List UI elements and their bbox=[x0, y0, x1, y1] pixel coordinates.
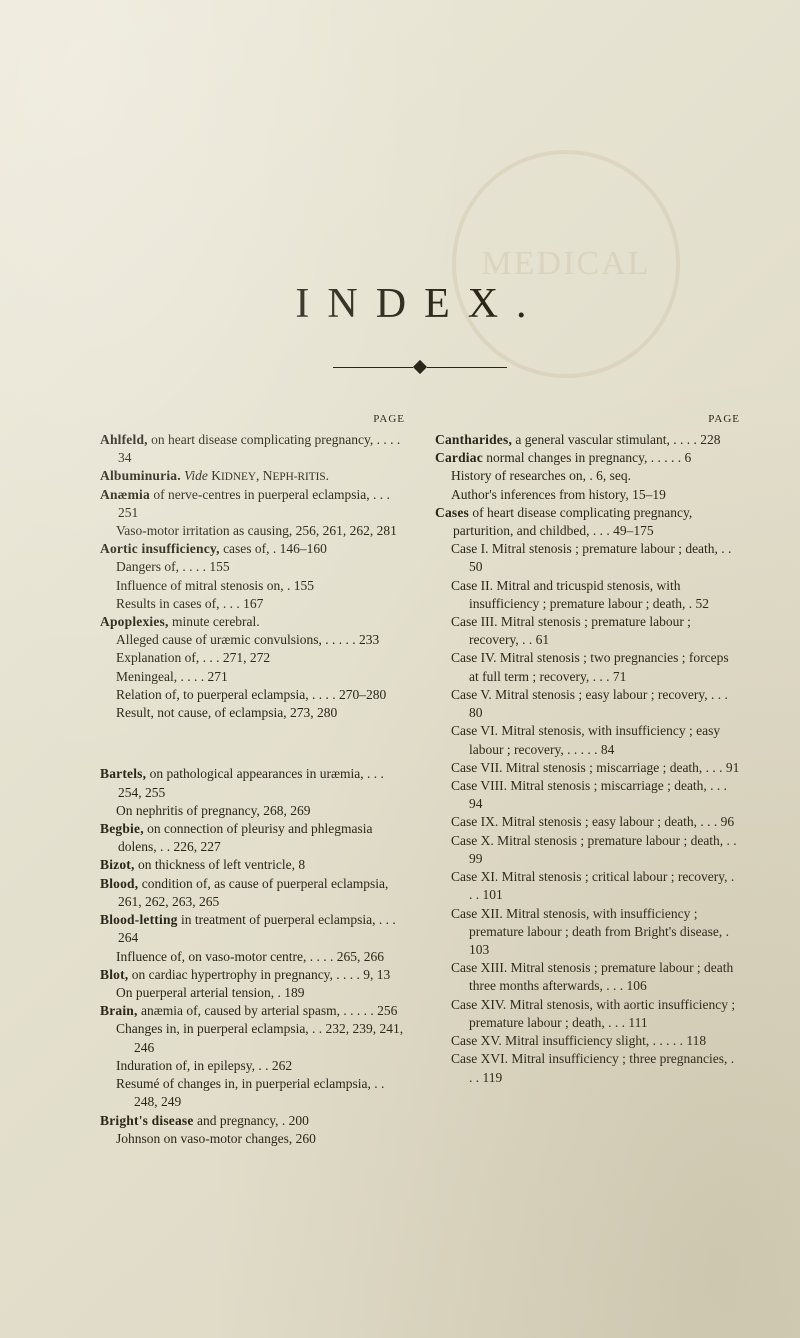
page-label-left: PAGE bbox=[100, 412, 405, 427]
index-entry: Cardiac normal changes in pregnancy, . .… bbox=[435, 449, 740, 467]
index-entry: Blot, on cardiac hypertrophy in pregnanc… bbox=[100, 966, 405, 984]
index-entry: Cases of heart disease complicating preg… bbox=[435, 504, 740, 540]
index-entry: Case VI. Mitral stenosis, with insuffici… bbox=[435, 722, 740, 758]
watermark-stamp: MEDICAL bbox=[452, 150, 680, 378]
ornament-line-right bbox=[427, 367, 507, 368]
index-entry: Alleged cause of uræmic convulsions, . .… bbox=[100, 631, 405, 649]
index-entry: Apoplexies, minute cerebral. bbox=[100, 613, 405, 631]
index-entry: Case IX. Mitral stenosis ; easy labour ;… bbox=[435, 813, 740, 831]
index-entry: Case II. Mitral and tricuspid stenosis, … bbox=[435, 577, 740, 613]
index-entry: Case XII. Mitral stenosis, with insuffic… bbox=[435, 905, 740, 960]
index-entry: Bizot, on thickness of left ventricle, 8 bbox=[100, 856, 405, 874]
right-column: PAGE Cantharides, a general vascular sti… bbox=[435, 412, 740, 1148]
index-entry: Changes in, in puerperal eclampsia, . . … bbox=[100, 1020, 405, 1056]
index-entry: Bartels, on pathological appearances in … bbox=[100, 765, 405, 801]
index-page: MEDICAL INDEX. PAGE Ahlfeld, on heart di… bbox=[0, 0, 800, 1338]
right-entries: Cantharides, a general vascular stimulan… bbox=[435, 431, 740, 1087]
index-entry: Induration of, in epilepsy, . . 262 bbox=[100, 1057, 405, 1075]
index-entry: Blood-letting in treatment of puerperal … bbox=[100, 911, 405, 947]
index-entry: Meningeal, . . . . 271 bbox=[100, 668, 405, 686]
index-entry: Case I. Mitral stenosis ; premature labo… bbox=[435, 540, 740, 576]
index-entry: Case XI. Mitral stenosis ; critical labo… bbox=[435, 868, 740, 904]
index-entry: Case IV. Mitral stenosis ; two pregnanci… bbox=[435, 649, 740, 685]
index-entry: On nephritis of pregnancy, 268, 269 bbox=[100, 802, 405, 820]
index-entry: Influence of mitral stenosis on, . 155 bbox=[100, 577, 405, 595]
ornament-diamond-icon bbox=[413, 360, 427, 374]
index-entry: Case VII. Mitral stenosis ; miscarriage … bbox=[435, 759, 740, 777]
index-entry: Ahlfeld, on heart disease complicating p… bbox=[100, 431, 405, 467]
index-entry: Case X. Mitral stenosis ; premature labo… bbox=[435, 832, 740, 868]
index-entry: Dangers of, . . . . 155 bbox=[100, 558, 405, 576]
index-entry: Case III. Mitral stenosis ; premature la… bbox=[435, 613, 740, 649]
index-entry: Johnson on vaso-motor changes, 260 bbox=[100, 1130, 405, 1148]
index-entry: Case XIII. Mitral stenosis ; premature l… bbox=[435, 959, 740, 995]
index-entry: Vaso-motor irritation as causing, 256, 2… bbox=[100, 522, 405, 540]
index-entry: Relation of, to puerperal eclampsia, . .… bbox=[100, 686, 405, 704]
index-entry: Bright's disease and pregnancy, . 200 bbox=[100, 1112, 405, 1130]
index-entry: Case V. Mitral stenosis ; easy labour ; … bbox=[435, 686, 740, 722]
left-column: PAGE Ahlfeld, on heart disease complicat… bbox=[100, 412, 405, 1148]
left-entries: Ahlfeld, on heart disease complicating p… bbox=[100, 431, 405, 1148]
index-entry: On puerperal arterial tension, . 189 bbox=[100, 984, 405, 1002]
index-entry: Brain, anæmia of, caused by arterial spa… bbox=[100, 1002, 405, 1020]
index-entry: Result, not cause, of eclampsia, 273, 28… bbox=[100, 704, 405, 722]
index-entry: Blood, condition of, as cause of puerper… bbox=[100, 875, 405, 911]
page-title: INDEX. bbox=[100, 280, 740, 328]
index-entry: Case XIV. Mitral stenosis, with aortic i… bbox=[435, 996, 740, 1032]
index-entry: Case XV. Mitral insufficiency slight, . … bbox=[435, 1032, 740, 1050]
index-columns: PAGE Ahlfeld, on heart disease complicat… bbox=[100, 412, 740, 1148]
index-entry: Aortic insufficiency, cases of, . 146–16… bbox=[100, 540, 405, 558]
index-entry: Anæmia of nerve-centres in puerperal ecl… bbox=[100, 486, 405, 522]
watermark-text: MEDICAL bbox=[482, 245, 651, 283]
index-entry: Case VIII. Mitral stenosis ; miscarriage… bbox=[435, 777, 740, 813]
ornament-line-left bbox=[333, 367, 413, 368]
page-label-right: PAGE bbox=[435, 412, 740, 427]
index-entry bbox=[100, 736, 405, 752]
index-entry: Case XVI. Mitral insufficiency ; three p… bbox=[435, 1050, 740, 1086]
index-entry: Albuminuria. Vide KIDNEY, NEPH-RITIS. bbox=[100, 467, 405, 485]
index-entry: Cantharides, a general vascular stimulan… bbox=[435, 431, 740, 449]
index-entry: Explanation of, . . . 271, 272 bbox=[100, 649, 405, 667]
index-entry: Author's inferences from history, 15–19 bbox=[435, 486, 740, 504]
title-ornament bbox=[100, 358, 740, 372]
index-entry: Influence of, on vaso-motor centre, . . … bbox=[100, 948, 405, 966]
index-entry: Resumé of changes in, in puerperial ecla… bbox=[100, 1075, 405, 1111]
index-entry: Begbie, on connection of pleurisy and ph… bbox=[100, 820, 405, 856]
index-entry: History of researches on, . 6, seq. bbox=[435, 467, 740, 485]
index-entry: Results in cases of, . . . 167 bbox=[100, 595, 405, 613]
